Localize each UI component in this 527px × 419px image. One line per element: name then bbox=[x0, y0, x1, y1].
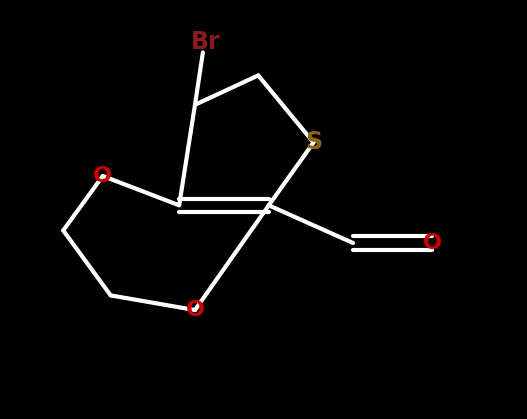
Text: O: O bbox=[93, 166, 112, 186]
Text: O: O bbox=[186, 300, 204, 320]
Text: Br: Br bbox=[191, 30, 220, 54]
Text: S: S bbox=[305, 130, 322, 155]
Text: O: O bbox=[423, 233, 442, 253]
